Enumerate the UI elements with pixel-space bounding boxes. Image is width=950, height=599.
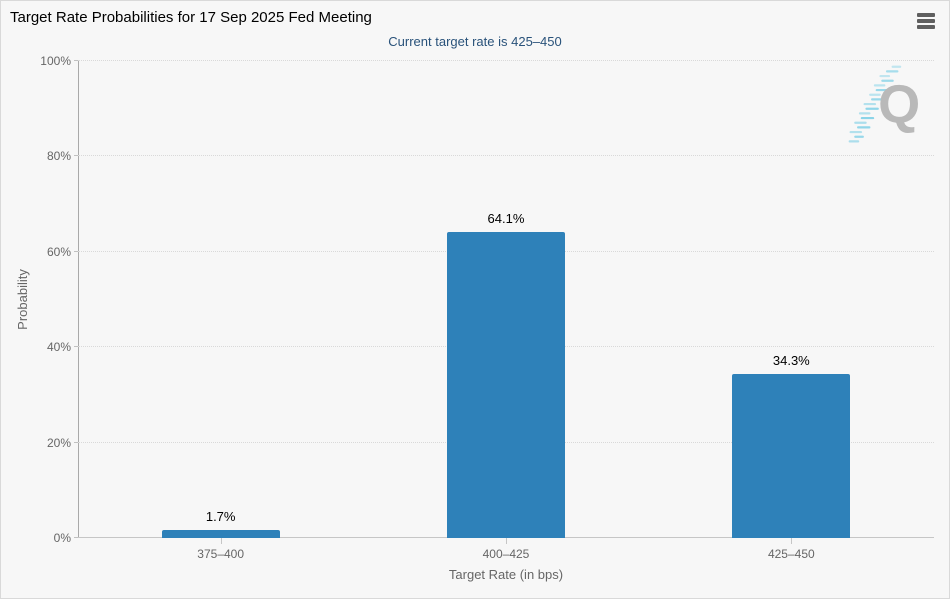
- y-axis-tick: [74, 346, 78, 348]
- bar-value-label: 34.3%: [772, 353, 810, 369]
- hamburger-bar: [917, 13, 935, 17]
- y-axis-tick: [74, 250, 78, 252]
- x-axis-tick-label: 425–450: [767, 547, 815, 561]
- bar-slot: 64.1%: [363, 61, 648, 544]
- bar-slot: 34.3%: [649, 61, 934, 544]
- x-axis-tick: [791, 538, 793, 544]
- y-axis-line: [78, 61, 79, 538]
- y-axis-tick: [74, 155, 78, 157]
- chart-bar[interactable]: [446, 232, 566, 538]
- y-axis-tick-label: 40%: [46, 340, 71, 355]
- y-axis-tick: [74, 441, 78, 443]
- x-axis-labels: 375–400 400–425 425–450: [78, 547, 934, 561]
- plot-area: Q 1.7% 64.1% 34.3% 0% 20% 40% 60% 80% 100%: [40, 54, 934, 545]
- y-axis-title: Probability: [14, 269, 30, 330]
- chart-title: Target Rate Probabilities for 17 Sep 202…: [10, 9, 372, 26]
- y-axis-tick-label: 0%: [53, 531, 71, 545]
- y-axis-tick-label: 100%: [40, 54, 71, 68]
- x-axis-tick-label: 400–425: [482, 547, 530, 561]
- y-axis-tick-label: 60%: [46, 244, 71, 259]
- chart-bar[interactable]: [161, 529, 280, 538]
- gridline: [78, 155, 934, 157]
- x-axis-tick: [220, 538, 222, 544]
- quikstrike-q-watermark-icon: Q: [848, 65, 920, 143]
- chart-bar[interactable]: [732, 374, 851, 538]
- x-axis-tick: [505, 538, 507, 544]
- bar-slot: 1.7%: [78, 61, 363, 544]
- bar-value-label: 64.1%: [487, 211, 525, 227]
- y-axis-tick-label: 20%: [46, 435, 71, 450]
- gridline: [78, 60, 934, 61]
- bar-value-label: 1.7%: [205, 508, 236, 524]
- x-axis-title: Target Rate (in bps): [448, 567, 564, 582]
- y-axis-tick-label: 80%: [46, 149, 71, 164]
- chart-subtitle: Current target rate is 425–450: [388, 34, 562, 49]
- watermark-letter: Q: [878, 75, 920, 135]
- x-axis-tick-label: 375–400: [197, 547, 245, 561]
- bars-row: 1.7% 64.1% 34.3%: [78, 61, 934, 544]
- y-axis-tick: [74, 537, 78, 538]
- hamburger-bar: [917, 25, 935, 29]
- y-axis-title-wrap: Probability: [7, 61, 37, 538]
- y-axis-tick: [74, 60, 78, 61]
- hamburger-menu-icon[interactable]: [915, 12, 937, 30]
- hamburger-bar: [917, 19, 935, 23]
